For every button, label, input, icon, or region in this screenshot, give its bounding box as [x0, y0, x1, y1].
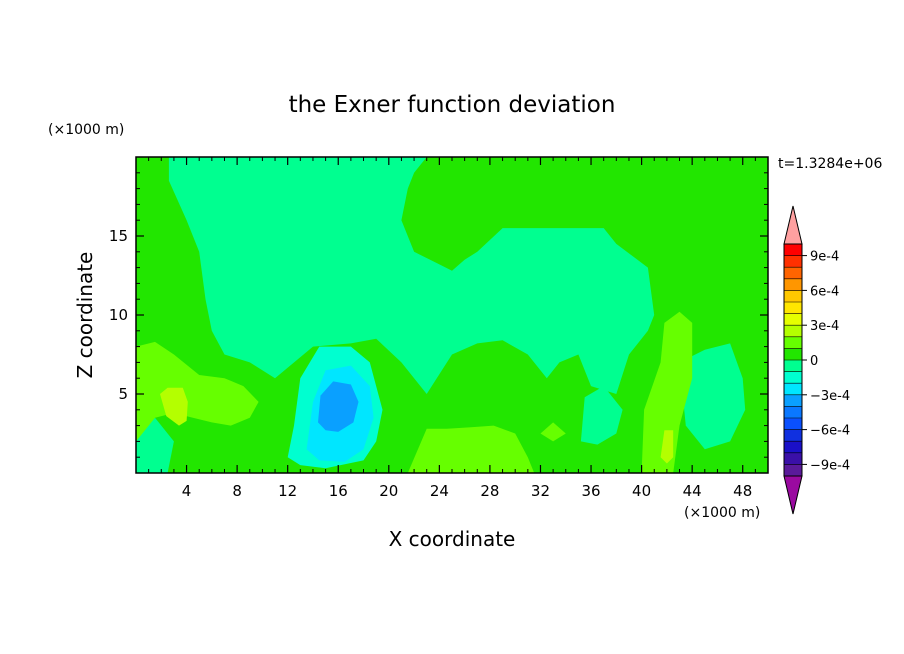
x-tick-label: 32 [531, 482, 550, 500]
colorbar-swatch [784, 429, 802, 442]
colorbar-swatch [784, 255, 802, 268]
x-tick-label: 16 [329, 482, 348, 500]
colorbar-tick-label: −9e-4 [810, 458, 850, 473]
colorbar-swatch [784, 394, 802, 407]
contour-region [160, 387, 188, 426]
y-axis-label: Z coordinate [73, 252, 97, 379]
chart-title: the Exner function deviation [289, 92, 616, 118]
x-tick-label: 4 [182, 482, 192, 500]
contour-region [407, 425, 535, 473]
colorbar-swatch [784, 267, 802, 280]
colorbar-swatch [784, 278, 802, 291]
x-tick-label: 48 [733, 482, 752, 500]
x-tick-label: 8 [232, 482, 242, 500]
y-tick-label: 5 [118, 385, 128, 403]
colorbar-swatch [784, 464, 802, 477]
colorbar-swatch [784, 313, 802, 326]
x-unit-label: (×1000 m) [684, 505, 760, 521]
contour-region [168, 157, 655, 394]
x-tick-label: 20 [379, 482, 398, 500]
x-tick-label: 44 [683, 482, 702, 500]
contour-region [136, 417, 174, 473]
colorbar-swatch [784, 371, 802, 384]
colorbar: 9e-4 6e-4 3e-4 0 −3e-4 −6e-4 −9e-4 [783, 205, 850, 515]
x-axis-label: X coordinate [389, 527, 516, 551]
time-label: t=1.3284e+06 [778, 156, 882, 172]
colorbar-swatch [784, 290, 802, 303]
contour-region [679, 343, 746, 450]
contour-region [660, 430, 674, 464]
colorbar-tick-label: −3e-4 [810, 389, 850, 404]
contour-region [540, 422, 566, 442]
colorbar-swatch [784, 441, 802, 454]
colorbar-swatch [784, 336, 802, 349]
y-tick-label: 10 [109, 306, 128, 324]
contour-region [580, 386, 623, 445]
colorbar-swatch [784, 302, 802, 314]
colorbar-tick-label: 0 [810, 354, 818, 369]
y-unit-label: (×1000 m) [48, 122, 124, 138]
x-tick-label: 28 [480, 482, 499, 500]
y-tick-label: 15 [109, 227, 128, 245]
contour-region [641, 311, 693, 473]
colorbar-swatch [784, 360, 802, 372]
colorbar-swatch [784, 244, 802, 256]
colorbar-tick-label: 9e-4 [810, 250, 839, 265]
x-tick-label: 36 [581, 482, 600, 500]
colorbar-tick-label: −6e-4 [810, 424, 850, 439]
contour-region [136, 341, 259, 442]
colorbar-tick-label: 3e-4 [810, 319, 839, 334]
contour-region [318, 381, 359, 432]
colorbar-swatch [784, 418, 802, 430]
x-tick-label: 24 [430, 482, 449, 500]
colorbar-swatch [784, 452, 802, 465]
colorbar-swatch [784, 348, 802, 361]
colorbar-tick-label: 6e-4 [810, 284, 839, 299]
x-tick-label: 12 [278, 482, 297, 500]
contour-field [136, 157, 768, 473]
colorbar-swatch [784, 383, 802, 396]
colorbar-swatch [784, 406, 802, 419]
colorbar-swatch [784, 325, 802, 338]
x-tick-label: 40 [632, 482, 651, 500]
